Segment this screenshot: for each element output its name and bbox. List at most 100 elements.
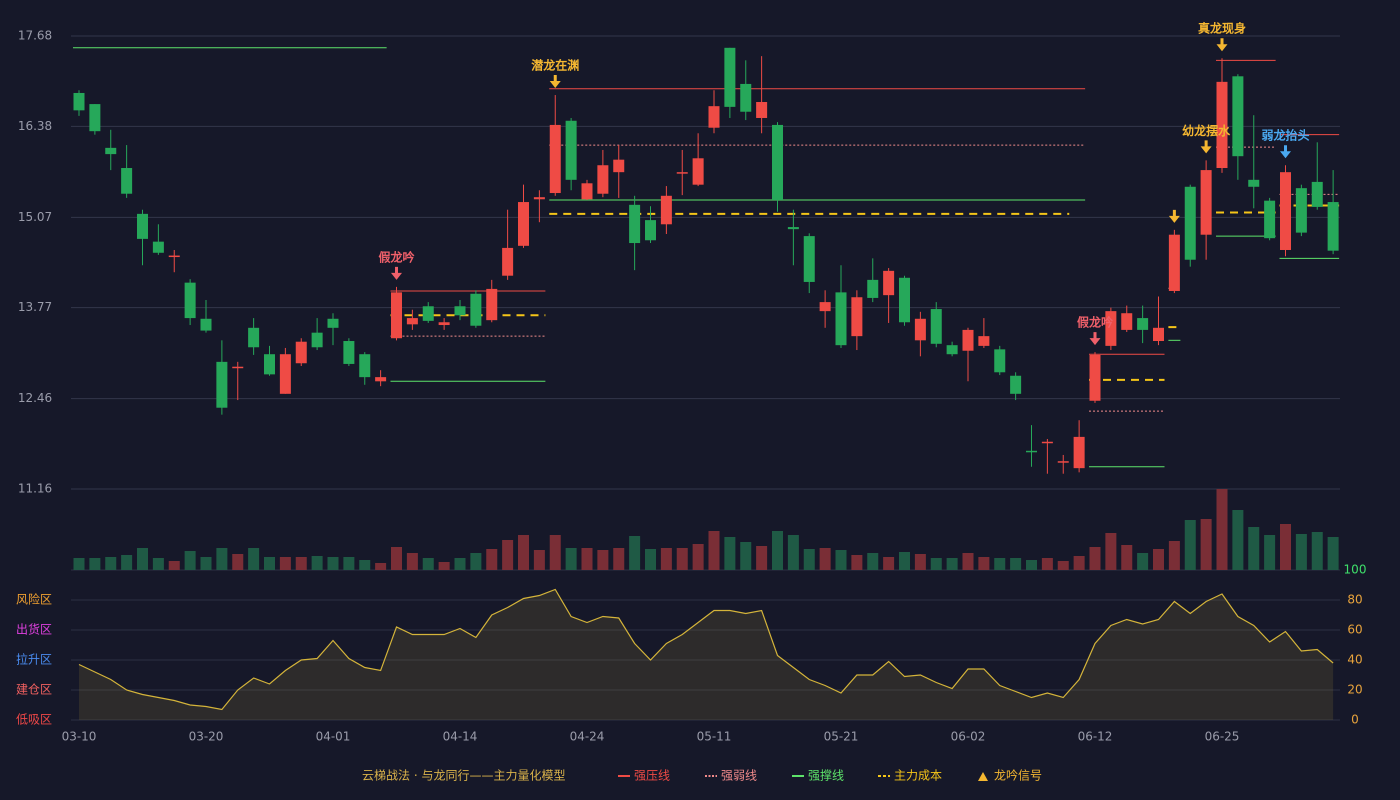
volume-bar [232, 554, 244, 570]
candle-body [1026, 450, 1037, 453]
candle-body [1184, 186, 1196, 260]
volume-bar [851, 555, 863, 570]
candle-body [200, 318, 212, 331]
volume-bar [1280, 524, 1291, 570]
candle-body [184, 282, 196, 319]
volume-bar [216, 548, 228, 570]
y2-tick-label: 80 [1347, 593, 1362, 607]
y-tick-label: 15.07 [18, 210, 52, 224]
volume-bar [1295, 534, 1307, 570]
volume-bar [438, 562, 450, 570]
candle-body [708, 106, 720, 128]
candle-body [549, 124, 561, 194]
volume-bar [899, 552, 910, 570]
volume-bar [692, 544, 704, 570]
candle-body [629, 204, 641, 244]
candle-body [930, 309, 942, 344]
volume-bar [978, 557, 990, 570]
candle-body [962, 329, 974, 351]
volume-bar [89, 558, 101, 570]
y-tick-label: 17.68 [18, 29, 52, 43]
signal-label: 弱龙抬头 [1261, 128, 1309, 143]
volume-bar [756, 546, 768, 570]
candle-body [1200, 170, 1212, 235]
candle-body [740, 83, 752, 112]
volume-bar [835, 550, 847, 570]
volume-bar [391, 547, 402, 570]
zone-label: 风险区 [16, 592, 52, 607]
volume-bar [549, 535, 561, 570]
candle-body [1073, 436, 1085, 469]
volume-bar [502, 540, 514, 570]
x-tick-label: 04-01 [316, 730, 351, 744]
legend-label: 龙吟信号 [994, 768, 1042, 783]
signal-label: 幼龙摆水 [1182, 123, 1231, 138]
signal-label: 假龙吟 [378, 249, 414, 264]
y2-tick-label: 100 [1344, 563, 1367, 577]
volume-bar [311, 556, 323, 570]
candle-body [1153, 327, 1164, 342]
volume-bar [1057, 561, 1069, 570]
volume-bar [994, 558, 1006, 570]
volume-bar [597, 550, 609, 570]
volume-bar [708, 531, 720, 570]
volume-bar [168, 561, 180, 570]
candle-body [565, 120, 577, 180]
volume-bar [1105, 533, 1117, 570]
legend-title: 云梯战法 · 与龙同行——主力量化模型 [362, 769, 565, 783]
candle-body [152, 241, 164, 253]
volume-bar [772, 531, 783, 570]
volume-bar [1153, 549, 1164, 570]
candle-body [470, 293, 482, 326]
volume-bar [613, 548, 625, 570]
volume-bar [137, 548, 148, 570]
candle-body [343, 341, 355, 364]
candle-body [1121, 313, 1133, 330]
candle-body [946, 345, 958, 355]
candle-body [105, 147, 117, 155]
candle-body [867, 279, 879, 298]
candle-body [1264, 200, 1276, 239]
oscillator-area [79, 589, 1334, 720]
volume-bar [375, 563, 387, 570]
candle-body [899, 277, 910, 323]
x-tick-label: 04-24 [570, 730, 605, 744]
volume-bar [264, 557, 275, 570]
volume-bar [676, 548, 688, 570]
x-tick-label: 03-20 [189, 730, 224, 744]
volume-bar [121, 555, 133, 570]
x-tick-label: 05-11 [697, 730, 732, 744]
candle-body [1010, 375, 1022, 394]
candle-body [883, 270, 895, 296]
x-tick-label: 06-12 [1078, 730, 1113, 744]
y-tick-label: 13.77 [18, 300, 52, 314]
volume-bar [1121, 545, 1133, 570]
candle-body [438, 322, 450, 326]
signal-arrow [1200, 140, 1212, 154]
volume-bar [422, 558, 434, 570]
candle-body [1295, 188, 1307, 233]
candle-body [311, 332, 323, 348]
candle-body [1248, 179, 1260, 187]
y2-tick-label: 20 [1347, 683, 1362, 697]
candle-body [391, 292, 402, 339]
oscillator-line [78, 588, 1334, 711]
volume-bar [73, 558, 85, 570]
volume-bar [787, 535, 799, 570]
candle-body [724, 47, 736, 107]
legend-label: 强撑线 [808, 768, 844, 783]
volume-bar [486, 549, 498, 570]
volume-bar [724, 537, 736, 570]
volume-bar [581, 548, 593, 570]
volume-bar [1026, 560, 1037, 570]
volume-bar [819, 548, 831, 570]
candle-body [1137, 318, 1149, 330]
volume-bar [470, 553, 482, 570]
volume-bar [930, 558, 942, 570]
volume-bar [565, 548, 577, 570]
volume-bar [1168, 541, 1180, 570]
volume-bar [1264, 535, 1276, 570]
candle-body [819, 302, 831, 312]
volume-bar [152, 558, 164, 570]
